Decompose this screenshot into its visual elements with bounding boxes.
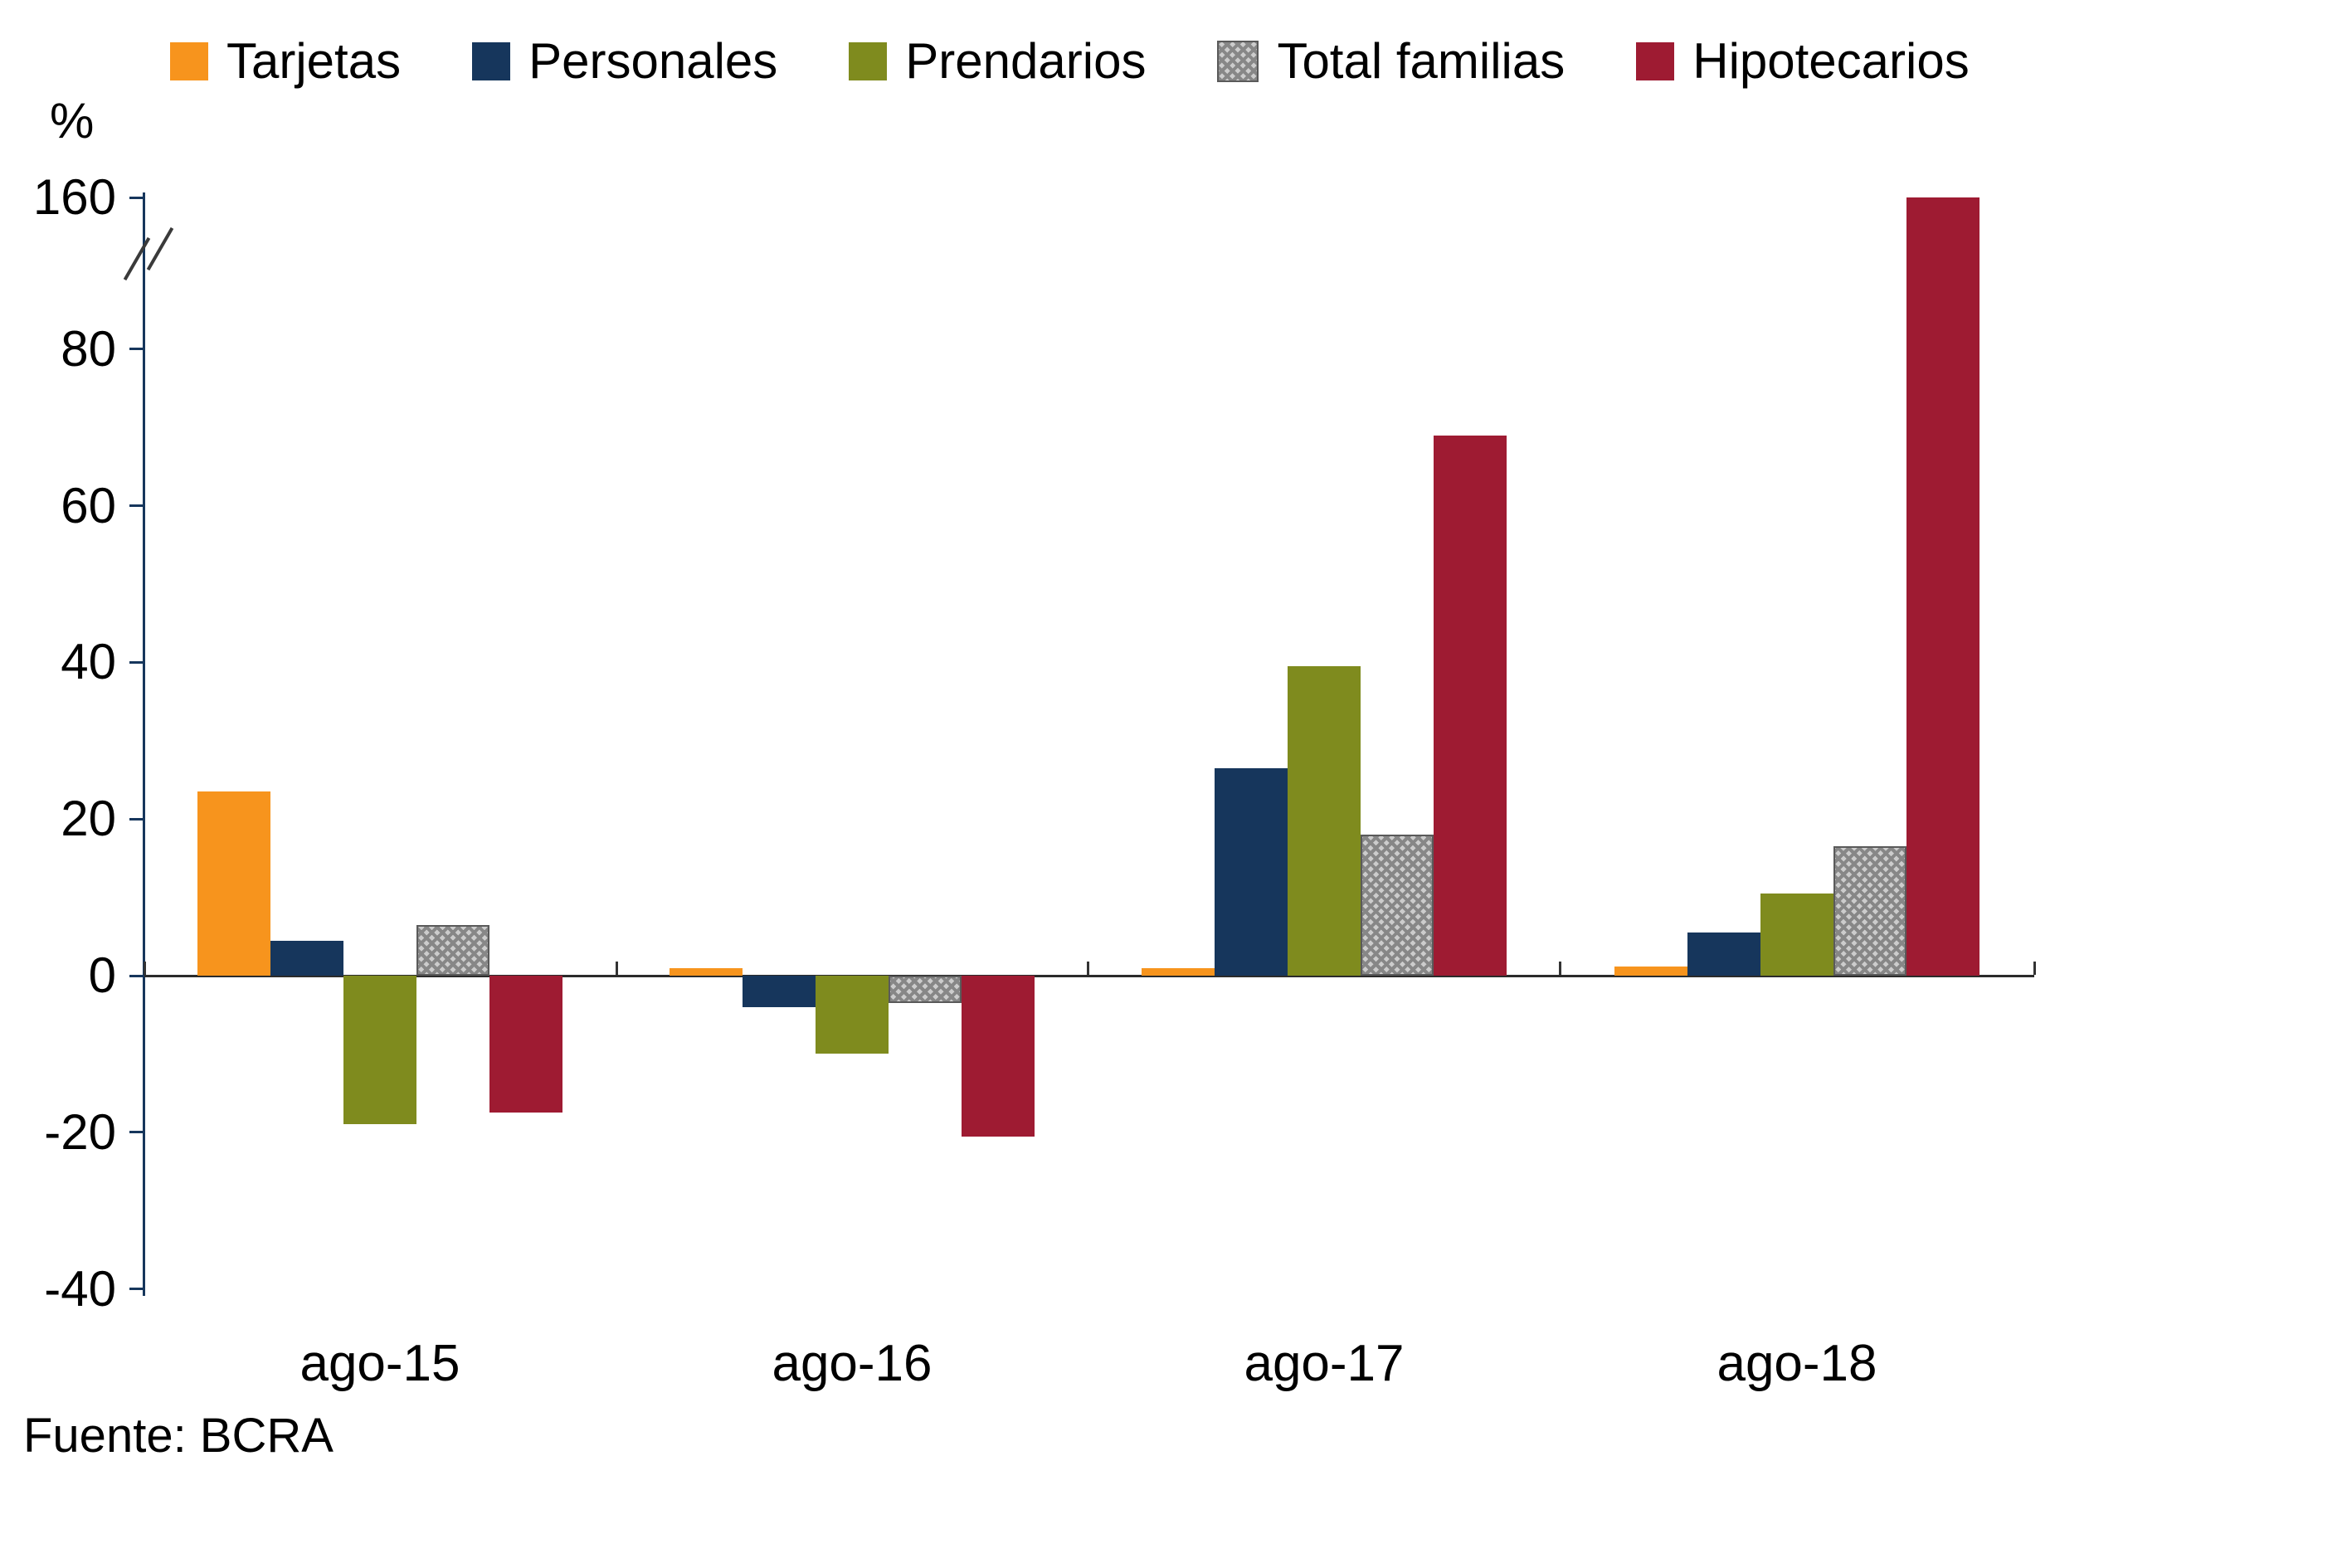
y-tick-label-160: 160 bbox=[32, 169, 116, 226]
y-tick-label-60: 60 bbox=[61, 477, 116, 533]
bar-hipotecarios-ago-18 bbox=[1906, 197, 1979, 976]
legend-item-total-familias: Total familias bbox=[1217, 37, 1565, 86]
chart-legend: Tarjetas Personales Prendarios Total famili… bbox=[170, 37, 1970, 86]
axis-break-mark bbox=[123, 236, 151, 281]
legend-swatch-hipotecarios bbox=[1636, 42, 1675, 80]
legend-label-personales: Personales bbox=[528, 33, 778, 89]
source-note: Fuente: BCRA bbox=[23, 1409, 334, 1463]
bar-hipotecarios-ago-15 bbox=[489, 976, 562, 1113]
bar-hipotecarios-ago-17 bbox=[1434, 435, 1507, 976]
y-tick-mark--40 bbox=[129, 1288, 144, 1291]
y-tick-label-0: 0 bbox=[88, 947, 116, 1003]
bar-personales-ago-17 bbox=[1215, 767, 1288, 976]
legend-label-prendarios: Prendarios bbox=[905, 33, 1147, 89]
legend-item-prendarios: Prendarios bbox=[849, 37, 1146, 86]
bar-tarjetas-ago-18 bbox=[1614, 966, 1687, 976]
bar-tarjetas-ago-16 bbox=[670, 967, 743, 976]
bar-total-familias-ago-18 bbox=[1833, 846, 1906, 976]
x-tick-mark-3 bbox=[1559, 962, 1561, 975]
bar-tarjetas-ago-17 bbox=[1142, 967, 1215, 976]
bar-total-familias-ago-16 bbox=[889, 976, 962, 1004]
bar-prendarios-ago-15 bbox=[343, 976, 416, 1125]
legend-item-tarjetas: Tarjetas bbox=[170, 37, 401, 86]
bar-personales-ago-15 bbox=[270, 940, 343, 976]
y-tick-label--40: -40 bbox=[44, 1260, 116, 1317]
bar-prendarios-ago-18 bbox=[1760, 893, 1833, 976]
bar-personales-ago-18 bbox=[1687, 933, 1760, 976]
legend-item-hipotecarios: Hipotecarios bbox=[1636, 37, 1970, 86]
y-tick-mark--20 bbox=[129, 1131, 144, 1134]
category-label-ago-15: ago-15 bbox=[299, 1335, 460, 1392]
axis-break-mark bbox=[146, 226, 174, 271]
legend-item-personales: Personales bbox=[472, 37, 777, 86]
y-tick-label--20: -20 bbox=[44, 1103, 116, 1160]
category-label-ago-17: ago-17 bbox=[1244, 1335, 1405, 1392]
legend-swatch-personales bbox=[472, 42, 511, 80]
x-tick-mark-2 bbox=[1087, 962, 1089, 975]
y-tick-mark-40 bbox=[129, 660, 144, 664]
legend-label-total-familias: Total familias bbox=[1277, 33, 1566, 89]
x-tick-mark-4 bbox=[2033, 962, 2036, 975]
bar-hipotecarios-ago-16 bbox=[962, 976, 1035, 1137]
y-tick-mark-20 bbox=[129, 817, 144, 821]
y-tick-mark-160 bbox=[129, 196, 144, 199]
x-tick-mark-1 bbox=[616, 962, 618, 975]
y-tick-mark-60 bbox=[129, 504, 144, 508]
category-label-ago-16: ago-16 bbox=[772, 1335, 933, 1392]
y-tick-label-20: 20 bbox=[61, 791, 116, 847]
y-tick-label-40: 40 bbox=[61, 634, 116, 690]
y-tick-label-80: 80 bbox=[61, 320, 116, 377]
legend-swatch-tarjetas bbox=[170, 42, 208, 80]
legend-label-hipotecarios: Hipotecarios bbox=[1692, 33, 1970, 89]
legend-swatch-prendarios bbox=[849, 42, 888, 80]
y-axis-line bbox=[143, 192, 145, 1296]
legend-swatch-total-familias bbox=[1217, 41, 1259, 82]
x-axis-line bbox=[144, 975, 2034, 977]
y-tick-mark-80 bbox=[129, 348, 144, 351]
y-axis-unit-label: % bbox=[50, 93, 95, 149]
bar-prendarios-ago-17 bbox=[1288, 666, 1361, 976]
legend-label-tarjetas: Tarjetas bbox=[226, 33, 402, 89]
bar-prendarios-ago-16 bbox=[816, 976, 889, 1054]
x-tick-mark-0 bbox=[144, 962, 146, 975]
bar-total-familias-ago-17 bbox=[1361, 835, 1434, 976]
category-label-ago-18: ago-18 bbox=[1717, 1335, 1877, 1392]
bar-personales-ago-16 bbox=[743, 976, 816, 1007]
y-tick-mark-0 bbox=[129, 974, 144, 977]
bar-total-familias-ago-15 bbox=[416, 924, 489, 976]
bar-tarjetas-ago-15 bbox=[197, 791, 270, 976]
